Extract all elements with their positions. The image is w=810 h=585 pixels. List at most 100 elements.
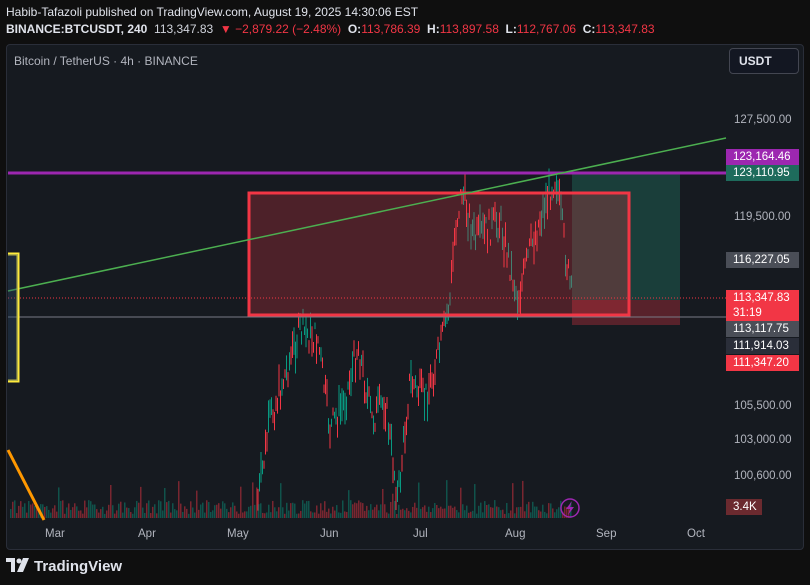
volume-bar: [402, 508, 404, 518]
volume-bar: [454, 506, 456, 518]
volume-bar: [186, 508, 188, 518]
volume-bar: [260, 503, 262, 518]
volume-bar: [414, 502, 416, 518]
volume-bar: [554, 512, 556, 518]
volume-bar: [514, 513, 516, 518]
volume-bar: [206, 500, 208, 518]
price-tick: 119,500.00: [734, 211, 791, 223]
high-label: H:: [427, 22, 440, 36]
volume-bar: [452, 507, 454, 518]
volume-bar: [420, 508, 422, 518]
volume-bar: [392, 493, 394, 518]
volume-bar: [380, 504, 382, 518]
currency-button[interactable]: USDT: [729, 48, 799, 74]
volume-bar: [426, 511, 428, 518]
lightning-icon[interactable]: [560, 498, 580, 518]
volume-bar: [400, 509, 402, 518]
month-label: Jul: [413, 528, 428, 540]
volume-bar: [462, 504, 464, 518]
volume-bar: [480, 502, 482, 518]
volume-bar: [390, 501, 392, 518]
volume-bar: [546, 513, 548, 518]
volume-bar: [312, 512, 314, 518]
close-label: C:: [582, 22, 596, 36]
volume-bar: [124, 502, 126, 518]
volume-bar: [504, 513, 506, 518]
volume-bar: [258, 504, 260, 518]
volume-bar: [332, 506, 334, 518]
volume-bar: [214, 505, 216, 518]
volume-bar: [384, 504, 386, 518]
volume-bar: [296, 513, 298, 518]
volume-bar: [50, 512, 52, 518]
volume-bar: [114, 513, 116, 518]
volume-bar: [364, 510, 366, 518]
volume-bar: [92, 504, 94, 518]
volume-bar: [466, 505, 468, 518]
volume-bar: [558, 507, 560, 518]
volume-bar: [174, 509, 176, 518]
volume-bar: [154, 504, 156, 518]
volume-bar: [494, 500, 496, 518]
month-label: Aug: [505, 528, 526, 540]
volume-bar: [308, 500, 310, 518]
volume-bar: [246, 511, 248, 518]
volume-bar: [550, 503, 552, 518]
chart-frame[interactable]: [6, 44, 804, 550]
volume-bar: [388, 513, 390, 518]
month-label: Apr: [138, 528, 156, 540]
volume-bar: [182, 511, 184, 518]
volume-bar: [34, 505, 36, 518]
volume-bar: [230, 507, 232, 518]
volume-bar: [254, 504, 256, 518]
volume-bar: [52, 508, 54, 518]
volume-bar: [170, 512, 172, 518]
volume-bar: [164, 488, 166, 518]
volume-bar: [36, 506, 38, 518]
volume-bar: [408, 510, 410, 518]
volume-bar: [556, 509, 558, 518]
volume-bar: [144, 512, 146, 518]
volume-bar: [490, 507, 492, 518]
volume-bar: [256, 487, 258, 518]
low-label: L:: [505, 22, 517, 36]
volume-bar: [302, 500, 304, 518]
volume-bar: [118, 503, 120, 518]
volume-bar: [236, 511, 238, 518]
volume-bar: [368, 510, 370, 518]
volume-bar: [86, 507, 88, 518]
volume-bar: [168, 500, 170, 518]
price-tag-stop: 111,347.20: [726, 355, 799, 371]
price-tag-resistance: 123,164.46: [726, 149, 799, 165]
volume-bar: [328, 508, 330, 518]
volume-bar: [360, 502, 362, 518]
price-change: ▼ −2,879.22 (−2.48%): [219, 22, 342, 36]
volume-bar: [10, 509, 12, 518]
volume-bar: [456, 510, 458, 518]
volume-bar: [508, 513, 510, 518]
volume-bar: [22, 506, 24, 518]
volume-bar: [28, 500, 30, 518]
volume-bar: [458, 512, 460, 518]
orange-trend-segment: [6, 449, 46, 521]
volume-bar: [176, 510, 178, 518]
volume-bar: [58, 487, 60, 518]
volume-bar: [80, 510, 82, 518]
volume-bar: [356, 503, 358, 518]
volume-bar: [266, 512, 268, 518]
volume-bar: [336, 505, 338, 518]
symbol-label[interactable]: BINANCE:BTCUSDT, 240: [6, 22, 148, 36]
volume-bar: [446, 480, 448, 518]
volume-bar: [152, 506, 154, 518]
volume-bar: [502, 509, 504, 518]
volume-bar: [54, 505, 56, 518]
volume-bar: [518, 507, 520, 518]
volume-bar: [532, 501, 534, 518]
volume-bar: [196, 490, 198, 518]
tradingview-logo[interactable]: TradingView: [6, 558, 122, 576]
volume-bar: [540, 511, 542, 518]
volume-bar: [304, 503, 306, 518]
volume-bar: [56, 511, 58, 518]
volume-bar: [562, 511, 564, 518]
